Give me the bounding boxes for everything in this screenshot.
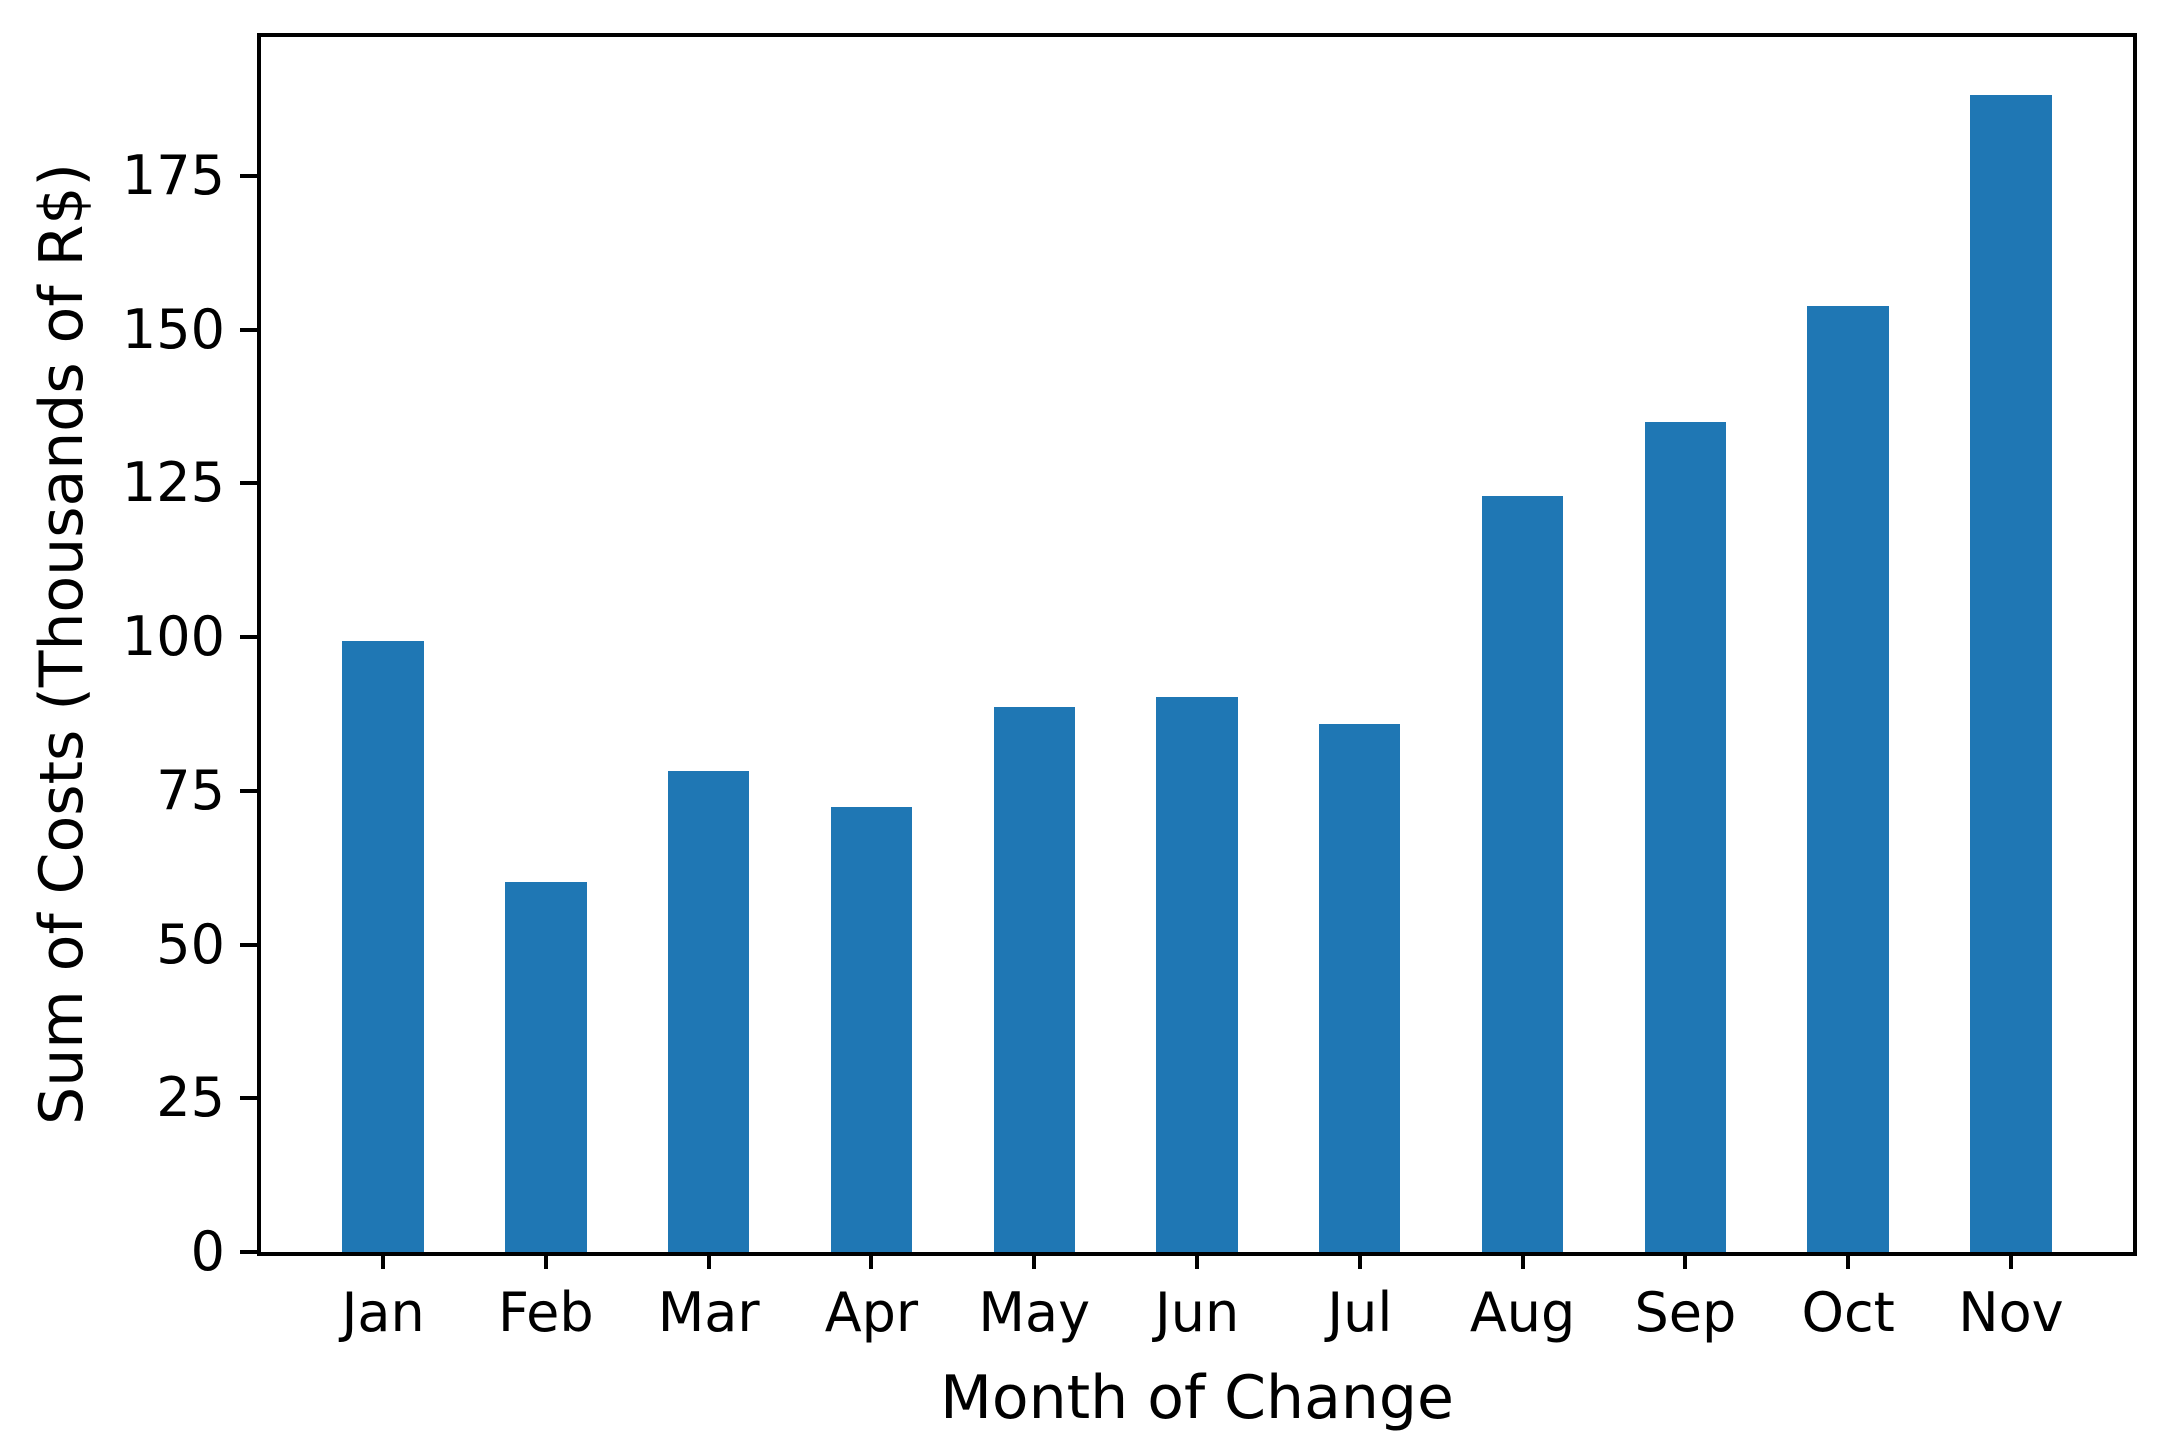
y-tick-mark-50 (240, 942, 257, 947)
y-tick-label-25: 25 (156, 1066, 225, 1130)
x-tick-mark-jul (1357, 1252, 1362, 1269)
x-tick-mark-aug (1520, 1252, 1525, 1269)
x-tick-mark-sep (1683, 1252, 1688, 1269)
x-tick-label-jan: Jan (341, 1281, 425, 1344)
y-tick-mark-175 (240, 173, 257, 178)
y-tick-label-75: 75 (156, 758, 225, 822)
bar-jul (1319, 724, 1401, 1252)
x-tick-label-may: May (978, 1281, 1091, 1344)
bar-oct (1807, 305, 1889, 1252)
y-tick-mark-25 (240, 1096, 257, 1101)
x-tick-mark-may (1032, 1252, 1037, 1269)
x-tick-label-sep: Sep (1634, 1281, 1737, 1344)
y-tick-label-175: 175 (121, 143, 225, 207)
y-tick-mark-0 (240, 1250, 257, 1254)
bar-jan (342, 640, 424, 1252)
x-tick-mark-jan (381, 1252, 386, 1269)
bar-jun (1156, 696, 1238, 1252)
x-tick-label-mar: Mar (657, 1281, 760, 1344)
y-tick-label-125: 125 (121, 451, 225, 515)
y-tick-label-150: 150 (121, 297, 225, 361)
bar-mar (667, 771, 750, 1252)
y-tick-label-100: 100 (121, 605, 225, 669)
y-tick-mark-75 (240, 788, 257, 793)
y-axis-title: Sum of Costs (Thousands of R$) (27, 163, 97, 1125)
bar-may (993, 707, 1075, 1252)
x-tick-mark-oct (1846, 1252, 1851, 1269)
bar-nov (1970, 94, 2052, 1252)
y-tick-mark-125 (240, 481, 257, 486)
x-tick-label-feb: Feb (498, 1281, 594, 1344)
x-tick-mark-jun (1195, 1252, 1199, 1269)
x-tick-label-aug: Aug (1469, 1281, 1576, 1344)
x-tick-label-apr: Apr (824, 1281, 919, 1344)
x-tick-label-jun: Jun (1154, 1281, 1240, 1344)
x-tick-label-nov: Nov (1958, 1281, 2064, 1344)
x-tick-mark-mar (706, 1252, 711, 1269)
y-tick-mark-100 (240, 635, 257, 640)
x-tick-mark-feb (543, 1252, 548, 1269)
bar-sep (1644, 421, 1727, 1252)
plot-area: 0 25 50 75 100 125 150 175 Jan Feb Mar Apr May Jun Ju… (122, 33, 2137, 1340)
x-axis-title: Month of Change (940, 1363, 1454, 1433)
y-tick-mark-150 (240, 327, 257, 332)
bar-aug (1481, 496, 1564, 1252)
x-tick-label-oct: Oct (1801, 1281, 1895, 1344)
y-tick-label-0: 0 (190, 1220, 225, 1283)
y-tick-label-50: 50 (156, 912, 225, 976)
x-tick-mark-nov (2008, 1252, 2013, 1269)
bar-apr (830, 806, 913, 1252)
x-tick-mark-apr (869, 1252, 874, 1269)
bar-feb (505, 882, 587, 1252)
x-tick-label-jul: Jul (1327, 1281, 1393, 1344)
